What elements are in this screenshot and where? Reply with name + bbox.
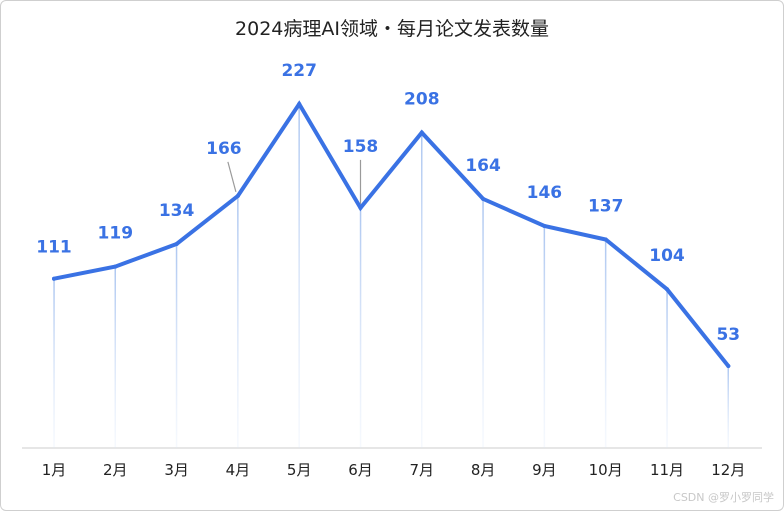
drop-line — [359, 207, 362, 448]
drop-line — [114, 266, 116, 448]
data-label: 134 — [159, 201, 195, 221]
series-line — [52, 100, 731, 368]
data-point — [419, 130, 424, 135]
x-tick-label: 4月 — [226, 461, 251, 479]
data-label: 208 — [404, 90, 440, 110]
x-tick-label: 5月 — [287, 461, 312, 479]
data-point — [358, 205, 363, 210]
data-label: 53 — [716, 325, 740, 345]
data-point — [665, 287, 669, 292]
drop-line — [175, 244, 178, 448]
data-label: 137 — [588, 197, 624, 217]
data-point — [542, 224, 547, 228]
data-label: 158 — [343, 137, 379, 157]
drop-line — [53, 278, 55, 448]
data-label: 111 — [36, 238, 72, 258]
drop-line — [543, 226, 546, 448]
watermark: CSDN @罗小罗同学 — [673, 491, 774, 504]
data-label: 227 — [281, 61, 317, 81]
drop-line — [727, 366, 729, 448]
data-label: 104 — [649, 246, 685, 266]
data-point — [52, 276, 56, 281]
drop-line — [604, 239, 607, 448]
data-point — [113, 264, 118, 269]
label-leader-line — [227, 161, 237, 193]
x-tick-label: 6月 — [348, 461, 373, 479]
x-tick-label: 8月 — [471, 461, 496, 479]
x-tick-label: 3月 — [164, 461, 189, 479]
data-point — [297, 102, 302, 106]
data-label: 166 — [206, 139, 242, 159]
x-tick-label: 1月 — [42, 461, 67, 479]
drop-line — [666, 289, 668, 448]
drop-line — [237, 195, 239, 448]
data-point — [481, 196, 486, 201]
x-tick-label: 11月 — [650, 461, 684, 479]
drop-line — [482, 198, 484, 448]
data-point — [603, 237, 608, 242]
data-label: 164 — [465, 156, 501, 176]
x-tick-label: 7月 — [410, 461, 435, 479]
data-label: 146 — [527, 183, 563, 203]
drop-line — [421, 132, 423, 448]
data-point — [726, 364, 731, 368]
data-point — [174, 242, 179, 246]
x-tick-label: 12月 — [711, 461, 745, 479]
x-tick-label: 2月 — [103, 461, 128, 479]
chart-title: 2024病理AI领域・每月论文发表数量 — [235, 18, 549, 40]
x-tick-label: 10月 — [589, 461, 623, 479]
x-tick-label: 9月 — [532, 461, 557, 479]
data-label: 119 — [98, 224, 134, 244]
data-point — [235, 193, 240, 198]
drop-line — [298, 104, 300, 448]
